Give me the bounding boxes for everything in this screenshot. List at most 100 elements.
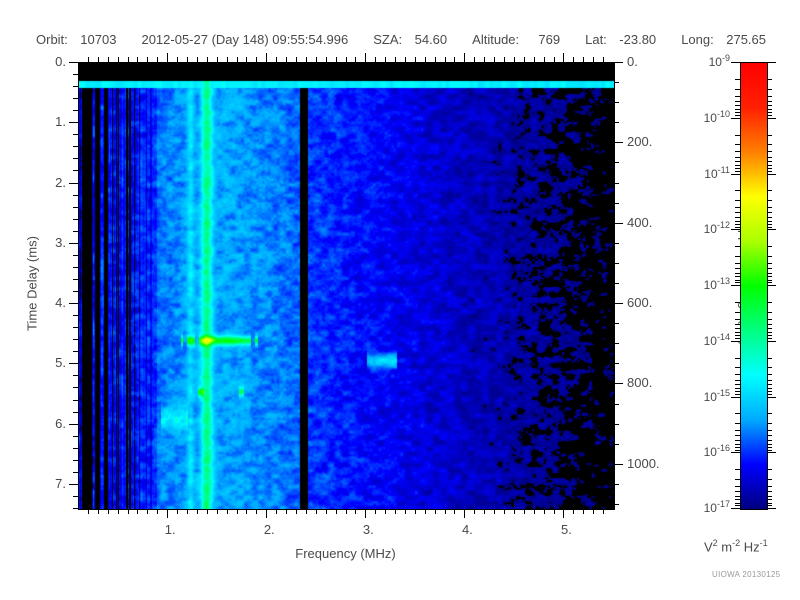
y-axis-right-tick [614, 203, 619, 204]
y-axis-right-tick [614, 82, 619, 83]
colorbar-major-tick [731, 62, 740, 63]
colorbar-minor-tick [767, 168, 772, 169]
colorbar-minor-tick [767, 444, 772, 445]
colorbar-minor-tick [735, 319, 740, 320]
x-axis-tick [544, 509, 545, 514]
x-axis-tick-top [454, 57, 455, 62]
colorbar-tick-label: 10-16 [703, 443, 730, 459]
colorbar-minor-tick [767, 391, 772, 392]
colorbar-minor-tick [767, 109, 772, 110]
y-axis-tick [73, 436, 78, 437]
y-axis-right-tick [614, 464, 623, 465]
x-axis-tick [385, 509, 386, 514]
x-axis-tick [88, 509, 89, 514]
colorbar-minor-tick [767, 394, 772, 395]
x-axis-tick-top [524, 57, 525, 62]
y-axis-tick [73, 170, 78, 171]
colorbar-minor-tick [735, 394, 740, 395]
y-axis-tick [73, 315, 78, 316]
colorbar-minor-tick [735, 447, 740, 448]
x-axis-tick-top [246, 57, 247, 62]
y-axis-right-tick-label: 400. [627, 214, 653, 230]
x-axis-title: Frequency (MHz) [295, 546, 396, 561]
x-axis-tick-top [563, 53, 564, 62]
y-axis-tick [73, 400, 78, 401]
x-axis-tick [405, 509, 406, 514]
colorbar-major-tick [731, 508, 740, 509]
colorbar-minor-tick [735, 96, 740, 97]
colorbar-minor-tick [735, 374, 740, 375]
colorbar-major-tick [731, 285, 740, 286]
y-axis-right-tick-label: 0. [627, 54, 638, 69]
colorbar-minor-tick [735, 440, 740, 441]
x-axis-tick [276, 509, 277, 514]
x-axis-tick [177, 509, 178, 514]
y-axis-tick [73, 207, 78, 208]
colorbar-minor-tick [767, 89, 772, 90]
long-value: 275.65 [726, 31, 766, 47]
y-axis-tick [73, 496, 78, 497]
colorbar-minor-tick [767, 190, 772, 191]
x-axis-tick-top [137, 57, 138, 62]
colorbar-minor-tick [735, 499, 740, 500]
x-axis-tick [435, 509, 436, 514]
x-axis-tick [157, 509, 158, 514]
colorbar-minor-tick [767, 224, 772, 225]
colorbar-major-tick [767, 341, 776, 342]
colorbar-minor-tick [735, 335, 740, 336]
colorbar-minor-tick [735, 358, 740, 359]
colorbar-minor-tick [767, 335, 772, 336]
y-axis-right-tick [614, 444, 619, 445]
x-axis-tick [217, 509, 218, 514]
x-axis-tick [563, 509, 564, 518]
colorbar-minor-tick [735, 200, 740, 201]
colorbar-minor-tick [735, 282, 740, 283]
y-axis-left-tick-label: 1. [55, 114, 66, 130]
colorbar [740, 62, 768, 510]
y-axis-right-tick [614, 303, 623, 304]
colorbar-minor-tick [767, 171, 772, 172]
y-axis-tick [73, 146, 78, 147]
y-axis-tick [73, 412, 78, 413]
lat-value: -23.80 [619, 31, 657, 47]
colorbar-minor-tick [735, 367, 740, 368]
y-axis-right-tick-label: 200. [627, 134, 653, 150]
x-axis-tick-top [494, 57, 495, 62]
colorbar-major-tick [767, 118, 776, 119]
colorbar-minor-tick [735, 479, 740, 480]
colorbar-major-tick [767, 452, 776, 453]
colorbar-minor-tick [735, 302, 740, 303]
y-axis-right-tick [614, 142, 623, 143]
x-axis-tick [207, 509, 208, 514]
y-axis-tick [73, 291, 78, 292]
x-axis-tick-top [88, 57, 89, 62]
colorbar-tick-label: 10-12 [703, 220, 730, 236]
y-axis-tick [69, 243, 78, 244]
y-axis-right-tick-label: 800. [627, 375, 653, 391]
y-axis-right-tick [614, 263, 619, 264]
x-axis-tick [167, 509, 168, 518]
colorbar-minor-tick [735, 190, 740, 191]
colorbar-minor-tick [735, 444, 740, 445]
colorbar-minor-tick [767, 380, 772, 381]
y-axis-right-tick-label: 600. [627, 295, 653, 311]
colorbar-minor-tick [735, 384, 740, 385]
colorbar-minor-tick [735, 212, 740, 213]
x-axis-tick-top [98, 57, 99, 62]
colorbar-minor-tick [767, 479, 772, 480]
colorbar-minor-tick [767, 157, 772, 158]
colorbar-major-tick [767, 229, 776, 230]
x-axis-tick-top [554, 57, 555, 62]
x-axis-tick [494, 509, 495, 514]
x-axis-tick [454, 509, 455, 514]
colorbar-minor-tick [767, 263, 772, 264]
y-axis-tick [73, 110, 78, 111]
colorbar-tick-label: 10-15 [703, 388, 730, 404]
colorbar-minor-tick [735, 380, 740, 381]
colorbar-minor-tick [735, 413, 740, 414]
colorbar-minor-tick [767, 200, 772, 201]
colorbar-minor-tick [767, 144, 772, 145]
y-axis-left-title: Time Delay (ms) [24, 236, 40, 331]
x-axis-tick-top [395, 57, 396, 62]
x-axis-tick-top [167, 53, 168, 62]
